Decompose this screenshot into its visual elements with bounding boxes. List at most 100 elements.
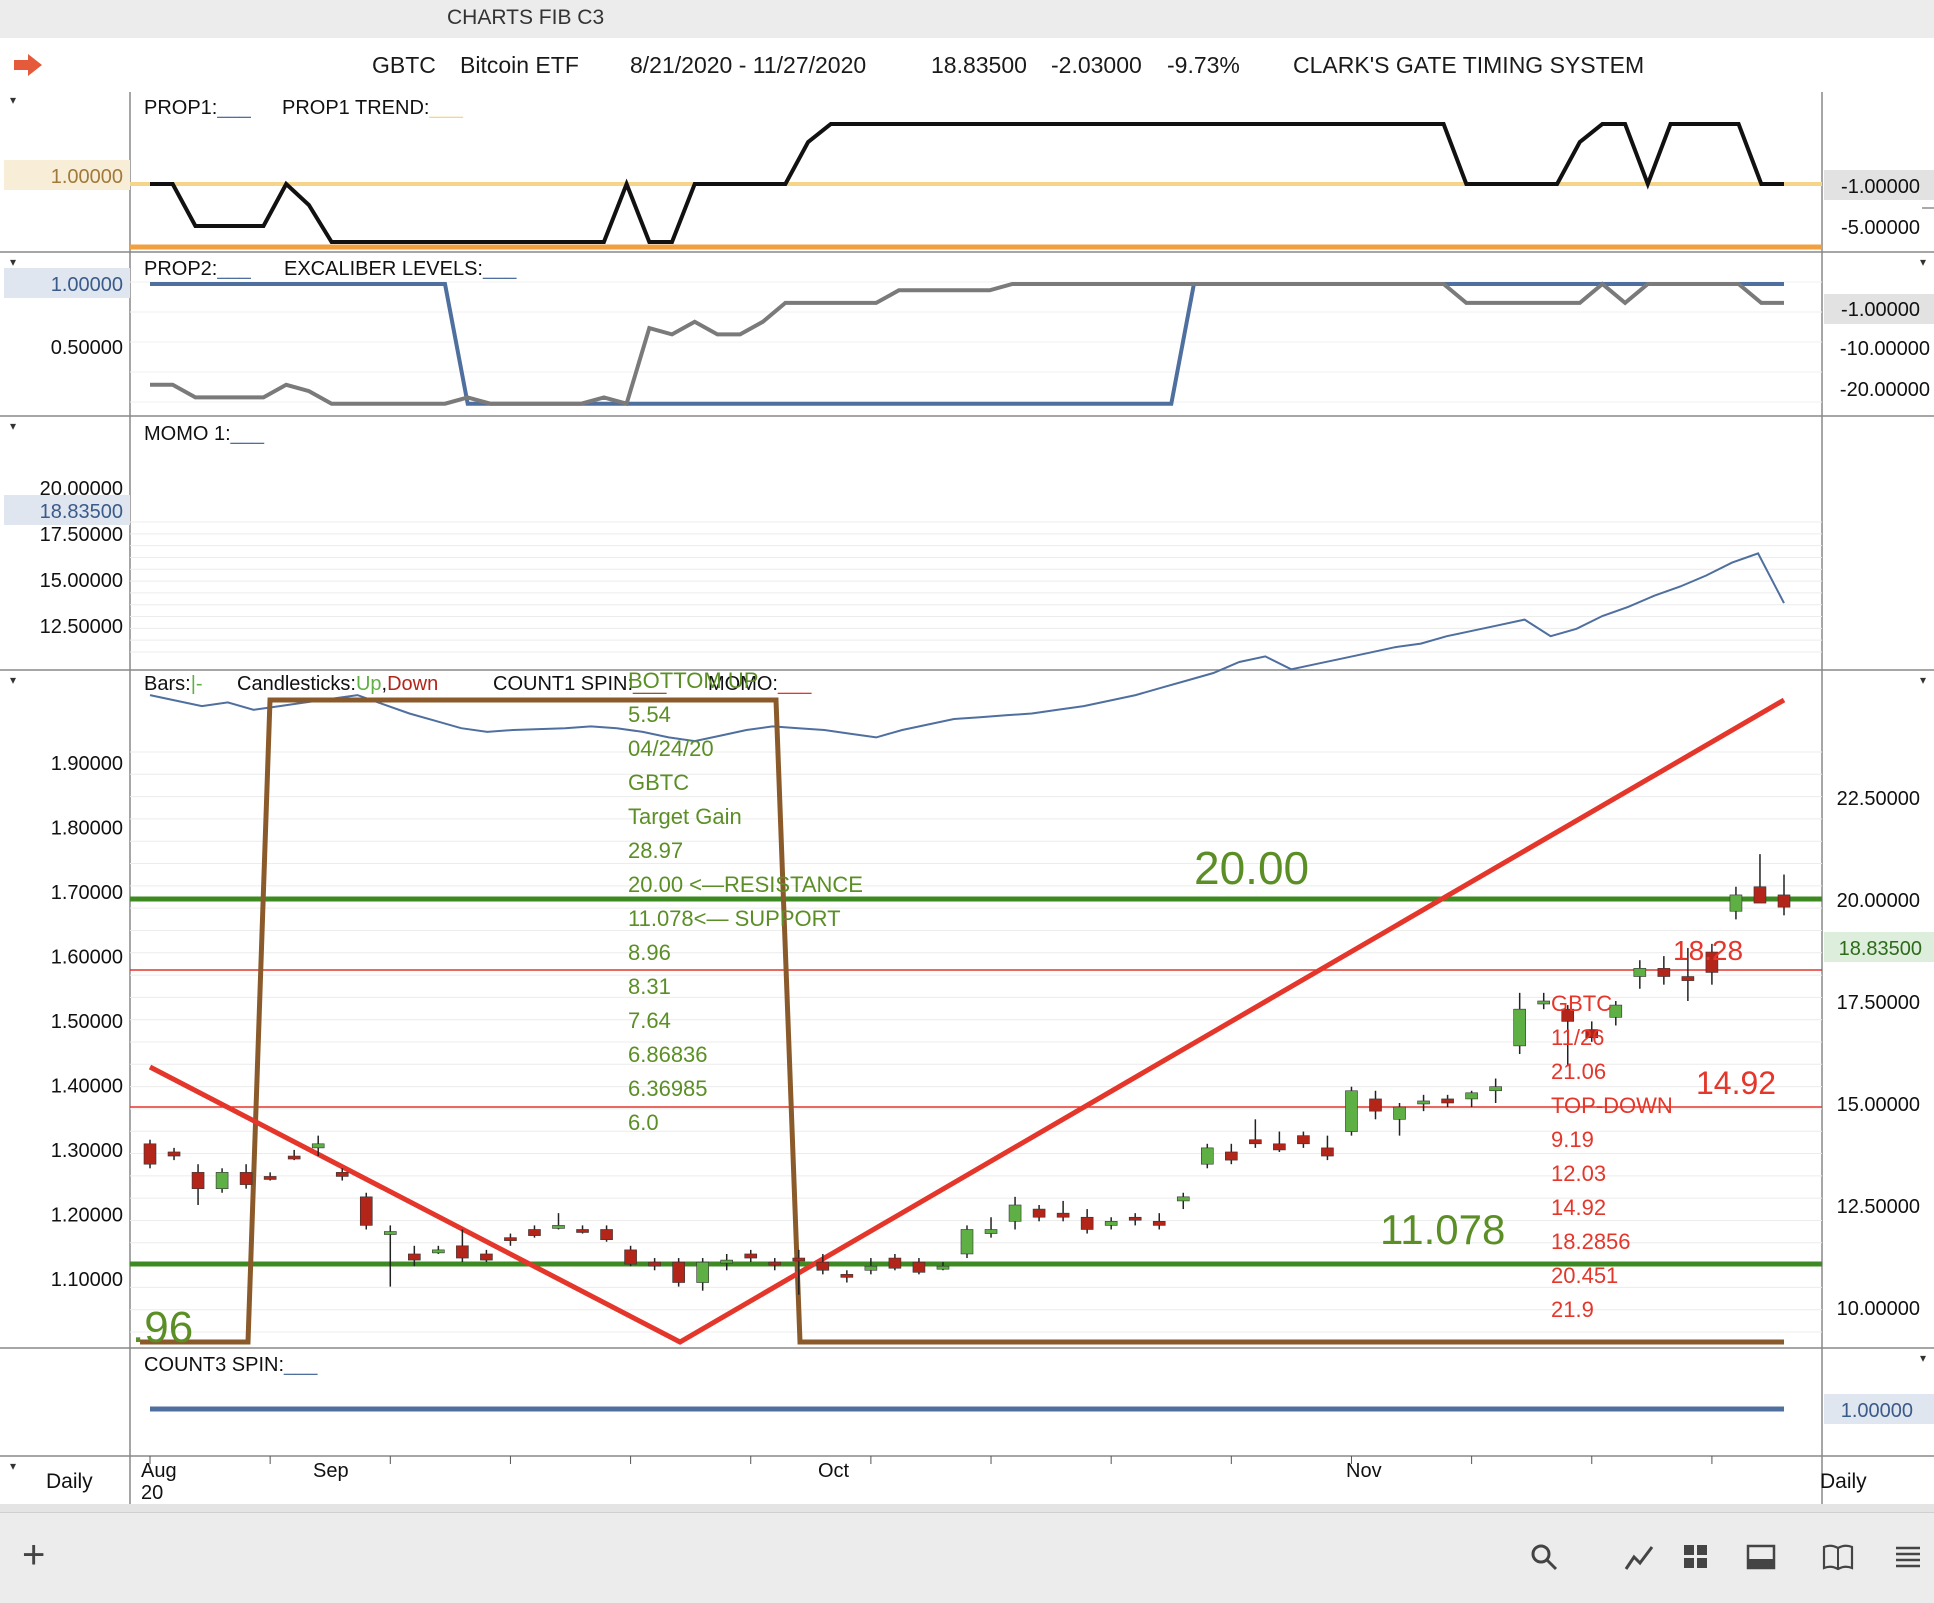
book-icon[interactable] <box>1822 1543 1854 1571</box>
x-label-sep: Sep <box>313 1460 349 1482</box>
price-left-tick: 1.50000 <box>51 1011 123 1033</box>
candle-body <box>1249 1139 1262 1145</box>
svg-text:MOMO 1:___: MOMO 1:___ <box>144 423 265 445</box>
candle-body <box>696 1261 709 1283</box>
panel-collapse-icon[interactable]: ▾ <box>10 419 16 433</box>
momo1-marker-text: 18.83500 <box>40 501 123 523</box>
period-collapse-icon[interactable]: ▾ <box>10 1459 16 1473</box>
candle-body <box>1200 1147 1214 1165</box>
candle-body <box>1537 1000 1551 1005</box>
prop2-right-tick-1: -1.00000 <box>1841 299 1920 321</box>
panel-prop1[interactable]: ▾ PROP1:___ PROP1 TREND:___ 1.00000 -1.0… <box>4 93 1934 250</box>
annotation-line: 20.00 <—RESISTANCE <box>628 872 863 897</box>
candle-body <box>1561 1008 1575 1022</box>
annotation-line: 11.078<— SUPPORT <box>628 906 841 931</box>
period-left[interactable]: Daily <box>46 1470 93 1493</box>
prop1-value-marker <box>4 160 130 190</box>
x-label-oct: Oct <box>818 1460 850 1482</box>
prop2-left-tick-2: 0.50000 <box>51 337 123 359</box>
candle-body <box>984 1229 998 1234</box>
candle-body <box>1369 1098 1382 1112</box>
candle-body <box>1128 1216 1142 1221</box>
panel-collapse-icon[interactable]: ▾ <box>1920 255 1926 269</box>
candle-body <box>1104 1221 1118 1226</box>
candle-body <box>1489 1086 1502 1092</box>
annotation-line: 6.0 <box>628 1110 659 1135</box>
menu-icon[interactable] <box>1894 1545 1922 1569</box>
period-right[interactable]: Daily <box>1820 1470 1867 1493</box>
panel-prop2[interactable]: ▾ ▾ PROP2:___ EXCALIBER LEVELS:___ 1.000… <box>4 255 1934 407</box>
price-left-tick: 1.20000 <box>51 1205 123 1227</box>
candle-body <box>311 1143 325 1149</box>
candle-body <box>1032 1208 1046 1218</box>
candle-body <box>239 1172 253 1185</box>
candle-body <box>408 1253 421 1261</box>
candle-body <box>215 1172 229 1189</box>
candle-body <box>456 1245 469 1259</box>
price-left-tick: 1.40000 <box>51 1076 123 1098</box>
top-down-annotation: GBTC 11/26 21.06 TOP-DOWN 9.19 12.03 14.92 18.2… <box>1551 991 1673 1322</box>
line-chart-icon[interactable] <box>1624 1543 1654 1571</box>
candle-body <box>335 1172 349 1177</box>
momo1-label: MOMO 1: <box>144 423 231 445</box>
panel-count3[interactable]: ▾ COUNT3 SPIN:___ 1.00000 <box>144 1351 1934 1424</box>
price-left-tick: 1.80000 <box>51 818 123 840</box>
panel-collapse-icon[interactable]: ▾ <box>10 93 16 107</box>
x-label-year: 20 <box>141 1482 163 1504</box>
level-1492-label: 14.92 <box>1696 1065 1776 1101</box>
chart-svg[interactable]: ▾ PROP1:___ PROP1 TREND:___ 1.00000 -1.0… <box>0 92 1934 1504</box>
price-left-tick: 1.30000 <box>51 1140 123 1162</box>
header-change: -2.03000 <box>1051 52 1142 78</box>
momo1-swatch: ___ <box>230 423 265 445</box>
panel-momo1[interactable]: ▾ MOMO 1:___ 20.00000 17.50000 15.00000 … <box>4 419 1785 743</box>
svg-text:EXCALIBER LEVELS:___: EXCALIBER LEVELS:___ <box>284 258 517 280</box>
annotation-line: GBTC <box>628 770 689 795</box>
candle-body <box>383 1231 397 1235</box>
add-icon[interactable]: + <box>22 1533 46 1577</box>
annotation-line: 6.36985 <box>628 1076 708 1101</box>
panel-collapse-icon[interactable]: ▾ <box>10 255 16 269</box>
prop2-right-marker <box>1824 294 1934 324</box>
candle-body <box>1513 1008 1526 1047</box>
search-icon[interactable] <box>1530 1543 1558 1571</box>
arrow-right-icon[interactable] <box>12 52 44 78</box>
candle-body <box>1056 1212 1070 1218</box>
chart-header: GBTC Bitcoin ETF 8/21/2020 - 11/27/2020 … <box>0 38 1934 93</box>
legend-candlesticks: Candlesticks:Up,Down <box>237 673 438 695</box>
panel-collapse-icon[interactable]: ▾ <box>1920 673 1926 687</box>
price-right-axis: 22.50000 20.00000 17.50000 15.00000 12.50000… <box>1837 788 1920 1320</box>
window-title: CHARTS FIB C3 <box>447 6 605 29</box>
annotation-line: 8.96 <box>628 940 671 965</box>
prop2-right-tick-3: -20.00000 <box>1840 379 1930 401</box>
prop2-value-marker <box>4 268 130 298</box>
chart-area[interactable]: ▾ PROP1:___ PROP1 TREND:___ 1.00000 -1.0… <box>0 92 1934 1504</box>
candle-body <box>504 1237 517 1241</box>
annotation-line: Target Gain <box>628 804 742 829</box>
candle-body <box>1152 1221 1166 1226</box>
grid-icon[interactable] <box>1682 1543 1710 1571</box>
candle-body <box>1008 1204 1022 1222</box>
price-marker-text: 18.83500 <box>1839 938 1922 960</box>
candle-body <box>191 1172 205 1189</box>
panel-collapse-icon[interactable]: ▾ <box>1920 1351 1926 1365</box>
panel-icon[interactable] <box>1746 1543 1776 1571</box>
price-right-tick: 15.00000 <box>1837 1094 1920 1116</box>
annotation-line: 14.92 <box>1551 1195 1606 1220</box>
x-label-aug: Aug <box>141 1460 177 1482</box>
price-right-tick: 17.50000 <box>1837 992 1920 1014</box>
candle-body <box>1729 894 1743 912</box>
candle-body <box>648 1261 661 1267</box>
price-marker <box>1824 932 1934 962</box>
annotation-line: 5.54 <box>628 702 671 727</box>
header-symbol: GBTC <box>372 52 436 78</box>
momo1-tick-1: 20.00000 <box>40 478 123 500</box>
panel-collapse-icon[interactable]: ▾ <box>10 673 16 687</box>
candle-body <box>792 1257 806 1262</box>
candle-body <box>1753 886 1767 904</box>
candlesticks <box>143 854 1791 1295</box>
candle-body <box>768 1261 782 1266</box>
panel-price[interactable]: ▾ ▾ Bars:|- Candlesticks:Up,Down COUNT1 … <box>10 668 1934 1352</box>
candle-body <box>1321 1147 1334 1157</box>
prop1-left-tick: 1.00000 <box>51 166 123 188</box>
candle-body <box>744 1253 758 1259</box>
